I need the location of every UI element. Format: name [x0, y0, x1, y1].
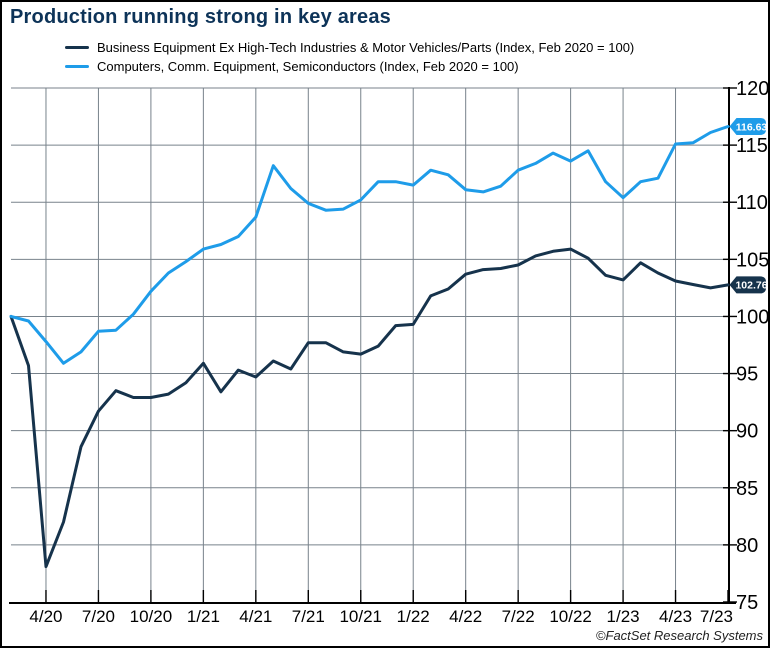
x-tick-label: 1/23 — [607, 607, 640, 626]
y-tick-label: 120 — [736, 78, 768, 100]
x-tick-label: 4/22 — [449, 607, 482, 626]
legend: Business Equipment Ex High-Tech Industri… — [65, 38, 634, 76]
series-line — [9, 125, 730, 365]
x-tick-label: 1/22 — [397, 607, 430, 626]
x-tick-label: 7/23 — [700, 607, 733, 626]
legend-swatch-computers — [65, 65, 89, 68]
legend-label: Computers, Comm. Equipment, Semiconducto… — [97, 59, 519, 74]
legend-label: Business Equipment Ex High-Tech Industri… — [97, 40, 635, 55]
y-tick-label: 95 — [736, 364, 758, 386]
legend-item: Computers, Comm. Equipment, Semiconducto… — [65, 57, 634, 76]
x-tick-label: 10/22 — [549, 607, 592, 626]
y-tick-label: 85 — [736, 478, 758, 500]
chart-title: Production running strong in key areas — [10, 6, 391, 28]
x-tick-label: 4/21 — [239, 607, 272, 626]
end-value-chip — [729, 117, 766, 135]
y-tick-label: 110 — [736, 192, 768, 214]
y-tick-label: 90 — [736, 421, 758, 443]
x-tick-label: 10/20 — [130, 607, 173, 626]
x-tick-label: 10/21 — [339, 607, 382, 626]
legend-swatch-business-equipment — [65, 46, 89, 49]
end-value-label: 102.76 — [735, 280, 767, 292]
x-tick-label: 7/20 — [82, 607, 115, 626]
end-value-label: 116.63 — [736, 121, 768, 133]
y-tick-label: 100 — [736, 306, 768, 328]
series-line — [9, 247, 730, 569]
end-value-chip — [729, 276, 766, 294]
y-tick-label: 80 — [736, 535, 758, 557]
y-tick-label: 105 — [736, 249, 768, 271]
x-tick-label: 4/20 — [29, 607, 62, 626]
x-tick-label: 7/22 — [502, 607, 535, 626]
copyright-credit: ©FactSet Research Systems — [595, 628, 763, 643]
legend-item: Business Equipment Ex High-Tech Industri… — [65, 38, 634, 57]
y-tick-label: 75 — [736, 592, 758, 614]
x-tick-label: 4/23 — [659, 607, 692, 626]
x-tick-label: 1/21 — [187, 607, 220, 626]
x-tick-label: 7/21 — [292, 607, 325, 626]
y-tick-label: 115 — [736, 135, 768, 157]
